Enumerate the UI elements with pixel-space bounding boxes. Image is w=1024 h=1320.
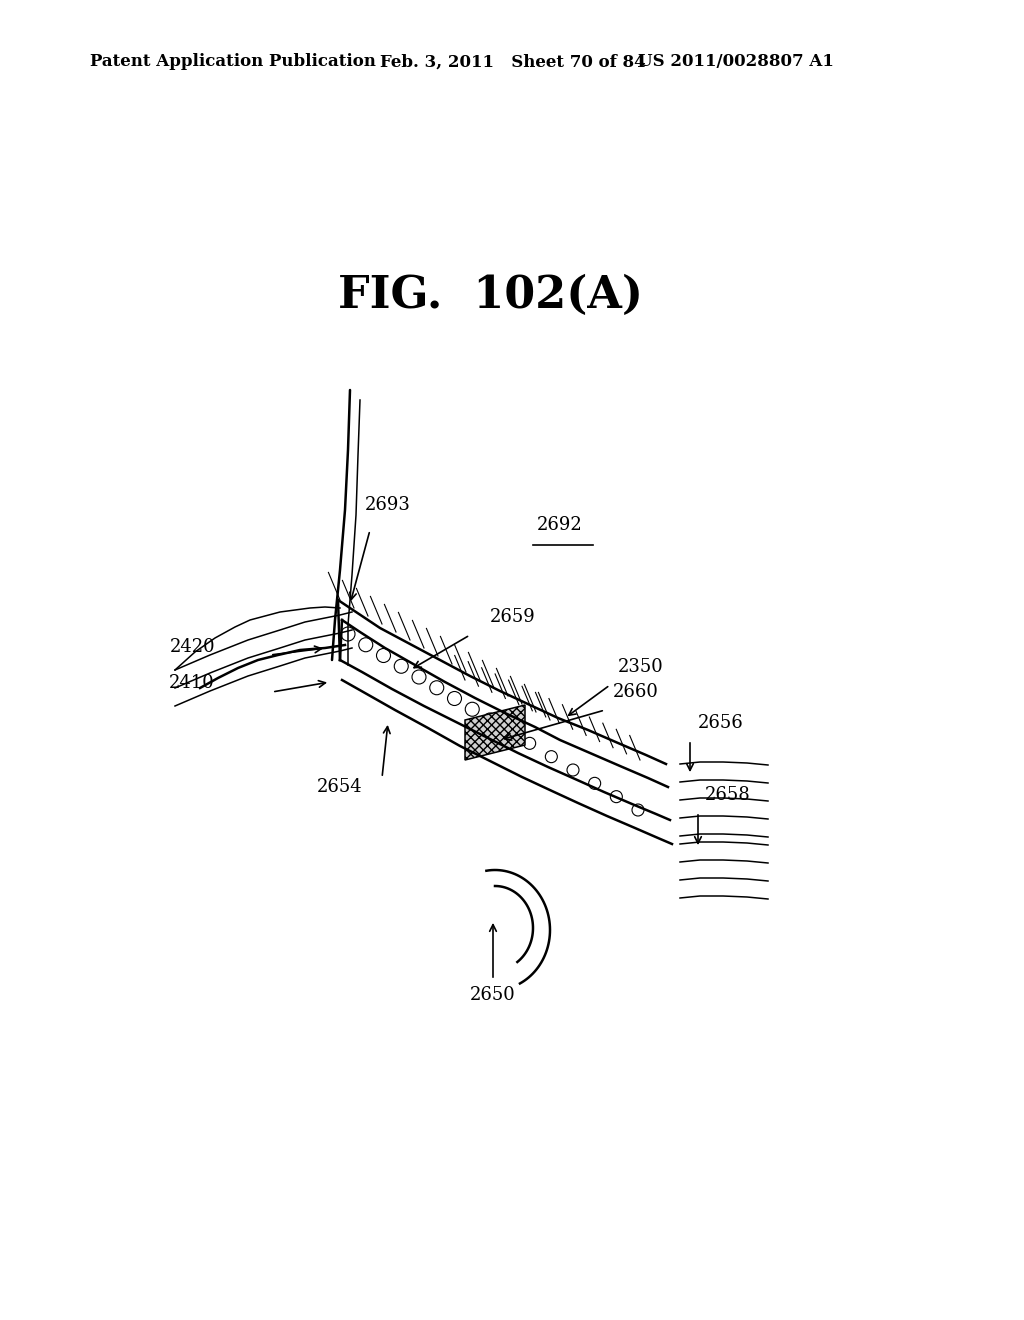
Text: 2692: 2692 [538,516,583,535]
Text: 2420: 2420 [169,638,215,656]
Text: 2659: 2659 [490,609,536,626]
Text: 2658: 2658 [705,785,751,804]
Text: 2654: 2654 [317,777,362,796]
Text: Patent Application Publication: Patent Application Publication [90,54,376,70]
Text: 2650: 2650 [470,986,516,1005]
Text: 2410: 2410 [169,675,215,692]
Polygon shape [465,705,525,760]
Text: 2656: 2656 [698,714,743,733]
Text: US 2011/0028807 A1: US 2011/0028807 A1 [638,54,834,70]
Text: FIG.  102(A): FIG. 102(A) [338,273,642,317]
Text: 2693: 2693 [366,496,411,513]
Text: Feb. 3, 2011   Sheet 70 of 84: Feb. 3, 2011 Sheet 70 of 84 [380,54,645,70]
Text: 2660: 2660 [613,682,658,701]
Text: 2350: 2350 [618,657,664,676]
